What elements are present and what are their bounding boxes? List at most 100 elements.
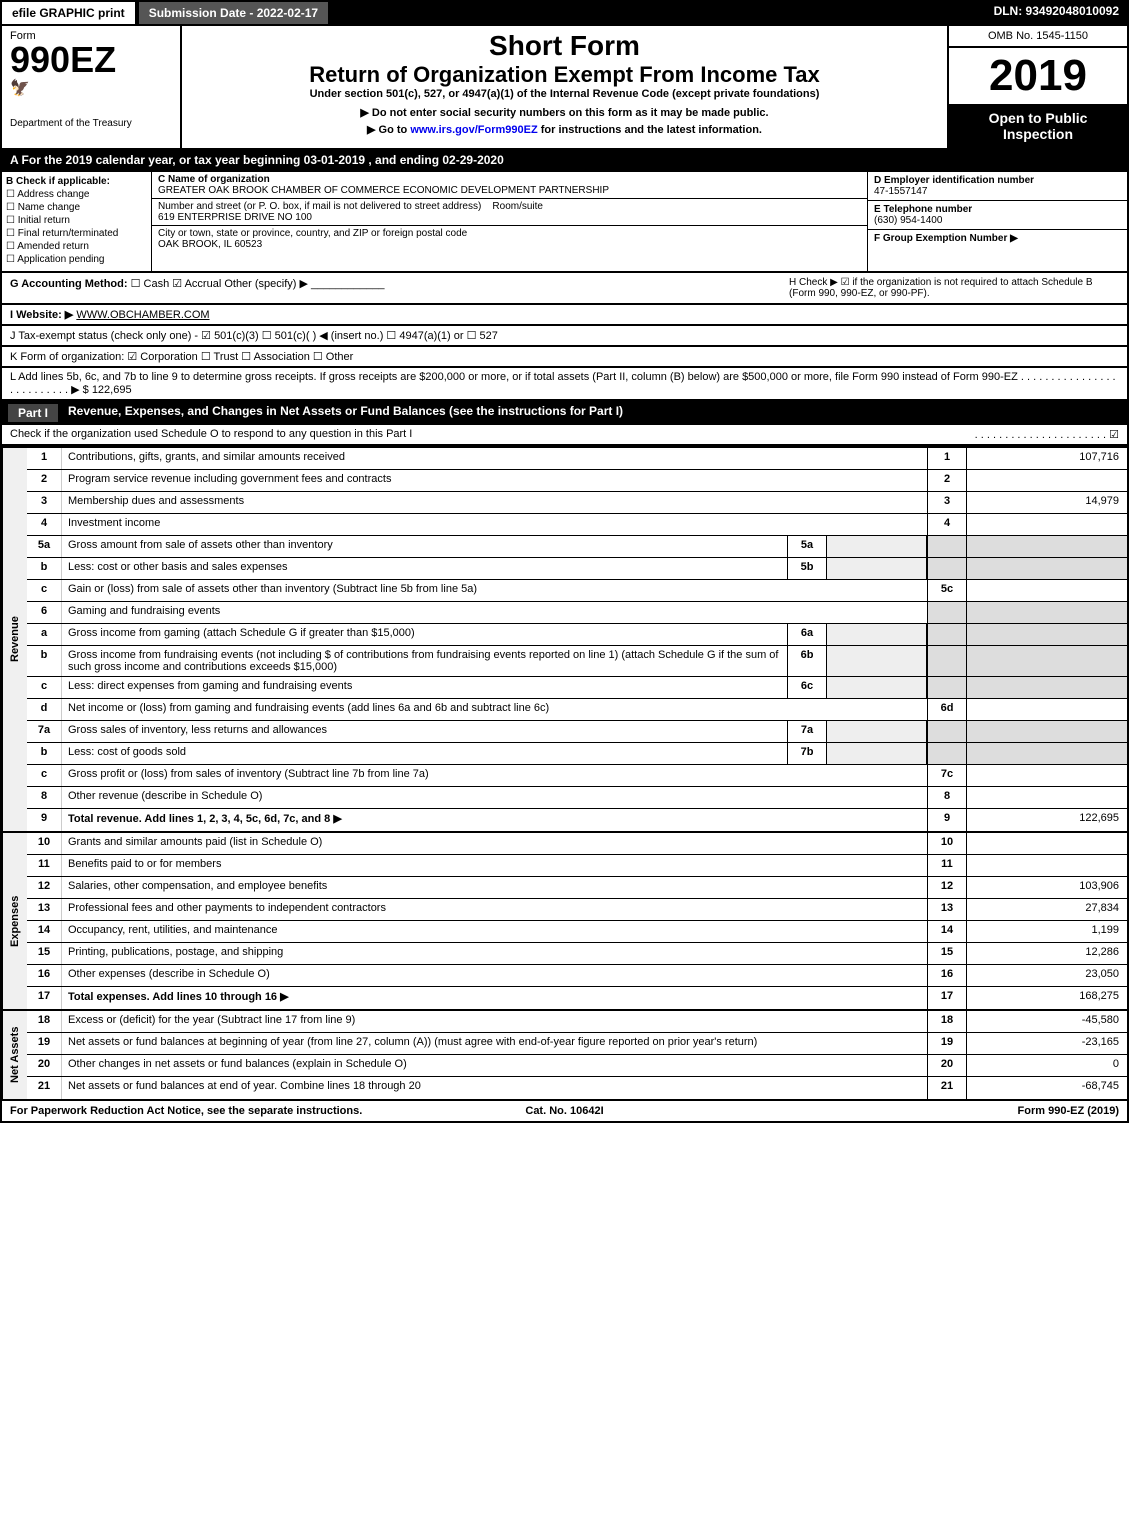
line-number: d — [27, 699, 62, 720]
line-value: 0 — [967, 1055, 1127, 1076]
line-col-num: 1 — [927, 448, 967, 469]
netassets-section: Net Assets 18Excess or (deficit) for the… — [0, 1011, 1129, 1101]
line-mid-num: 5a — [787, 536, 827, 557]
line-row: 16Other expenses (describe in Schedule O… — [27, 965, 1127, 987]
line-desc: Occupancy, rent, utilities, and maintena… — [62, 921, 927, 942]
line-l-row: L Add lines 5b, 6c, and 7b to line 9 to … — [0, 368, 1129, 401]
line-row: dNet income or (loss) from gaming and fu… — [27, 699, 1127, 721]
b-label: B Check if applicable: — [6, 176, 110, 187]
line-row: cGain or (loss) from sale of assets othe… — [27, 580, 1127, 602]
part1-check-note: Check if the organization used Schedule … — [10, 428, 412, 440]
chk-accrual[interactable]: Accrual — [172, 278, 221, 290]
line-desc: Investment income — [62, 514, 927, 535]
h-text1: H Check ▶ ☑ if the organization is not r… — [789, 277, 1119, 288]
line-row: 1Contributions, gifts, grants, and simil… — [27, 448, 1127, 470]
form-org-row: K Form of organization: ☑ Corporation ☐ … — [0, 347, 1129, 368]
line-number: b — [27, 646, 62, 676]
line-row: 8Other revenue (describe in Schedule O)8 — [27, 787, 1127, 809]
section-g-h: G Accounting Method: Cash Accrual Other … — [0, 273, 1129, 305]
header: Form 990EZ 🦅 Department of the Treasury … — [0, 26, 1129, 150]
part1-checkbox[interactable]: ☑ — [1109, 429, 1119, 441]
line-row: bGross income from fundraising events (n… — [27, 646, 1127, 677]
line-row: 14Occupancy, rent, utilities, and mainte… — [27, 921, 1127, 943]
org-name: GREATER OAK BROOK CHAMBER OF COMMERCE EC… — [158, 185, 609, 196]
part1-check-row: Check if the organization used Schedule … — [0, 425, 1129, 446]
ein-cell: D Employer identification number 47-1557… — [868, 172, 1127, 201]
line-number: 13 — [27, 899, 62, 920]
chk-pending[interactable]: ☐ Application pending — [6, 254, 147, 265]
line-row: 7aGross sales of inventory, less returns… — [27, 721, 1127, 743]
header-left: Form 990EZ 🦅 Department of the Treasury — [2, 26, 182, 148]
line-mid-val — [827, 558, 927, 579]
line-desc: Gross amount from sale of assets other t… — [62, 536, 787, 557]
header-center: Short Form Return of Organization Exempt… — [182, 26, 947, 148]
phone-cell: E Telephone number (630) 954-1400 — [868, 201, 1127, 230]
line-number: 5a — [27, 536, 62, 557]
chk-cash[interactable]: Cash — [131, 278, 170, 290]
line-col-num — [927, 646, 967, 676]
line-desc: Printing, publications, postage, and shi… — [62, 943, 927, 964]
accounting-method: G Accounting Method: Cash Accrual Other … — [10, 277, 789, 299]
line-number: a — [27, 624, 62, 645]
part1-title: Revenue, Expenses, and Changes in Net As… — [68, 404, 623, 422]
efile-print-label[interactable]: efile GRAPHIC print — [0, 0, 137, 26]
line-mid-val — [827, 677, 927, 698]
chk-address[interactable]: ☐ Address change — [6, 189, 147, 200]
line-l-text: L Add lines 5b, 6c, and 7b to line 9 to … — [10, 371, 1018, 383]
line-col-num — [927, 721, 967, 742]
line-value: -45,580 — [967, 1011, 1127, 1032]
topbar: efile GRAPHIC print Submission Date - 20… — [0, 0, 1129, 26]
chk-final[interactable]: ☐ Final return/terminated — [6, 228, 147, 239]
line-desc: Net assets or fund balances at beginning… — [62, 1033, 927, 1054]
street-label: Number and street (or P. O. box, if mail… — [158, 201, 481, 212]
ssn-note: ▶ Do not enter social security numbers o… — [192, 106, 937, 119]
other-specify: Other (specify) ▶ — [224, 278, 308, 290]
line-number: 9 — [27, 809, 62, 831]
line-row: 11Benefits paid to or for members11 — [27, 855, 1127, 877]
room-label: Room/suite — [492, 201, 543, 212]
website-value[interactable]: WWW.OBCHAMBER.COM — [76, 309, 209, 321]
submission-date: Submission Date - 2022-02-17 — [137, 0, 330, 26]
expenses-table: 10Grants and similar amounts paid (list … — [27, 833, 1127, 1009]
line-number: 18 — [27, 1011, 62, 1032]
chk-name[interactable]: ☐ Name change — [6, 202, 147, 213]
line-mid-val — [827, 624, 927, 645]
d-label: D Employer identification number — [874, 175, 1034, 186]
f-label: F Group Exemption Number ▶ — [874, 233, 1018, 244]
revenue-table: 1Contributions, gifts, grants, and simil… — [27, 448, 1127, 831]
line-mid-num: 5b — [787, 558, 827, 579]
group-exemption-cell: F Group Exemption Number ▶ — [868, 230, 1127, 247]
line-col-num: 9 — [927, 809, 967, 831]
section-b-checks: B Check if applicable: ☐ Address change … — [2, 172, 152, 271]
line-row: 17Total expenses. Add lines 10 through 1… — [27, 987, 1127, 1009]
line-row: 12Salaries, other compensation, and empl… — [27, 877, 1127, 899]
line-row: 19Net assets or fund balances at beginni… — [27, 1033, 1127, 1055]
line-col-num — [927, 624, 967, 645]
line-number: 3 — [27, 492, 62, 513]
line-value: 12,286 — [967, 943, 1127, 964]
line-mid-num: 7a — [787, 721, 827, 742]
line-desc: Gross sales of inventory, less returns a… — [62, 721, 787, 742]
chk-amended[interactable]: ☐ Amended return — [6, 241, 147, 252]
website-note: ▶ Go to www.irs.gov/Form990EZ for instru… — [192, 123, 937, 136]
chk-initial[interactable]: ☐ Initial return — [6, 215, 147, 226]
netassets-table: 18Excess or (deficit) for the year (Subt… — [27, 1011, 1127, 1099]
line-row: 5aGross amount from sale of assets other… — [27, 536, 1127, 558]
part1-label: Part I — [8, 404, 58, 422]
line-col-num: 14 — [927, 921, 967, 942]
phone: (630) 954-1400 — [874, 215, 942, 226]
expenses-side-label: Expenses — [2, 833, 27, 1009]
line-row: 15Printing, publications, postage, and s… — [27, 943, 1127, 965]
irs-link[interactable]: www.irs.gov/Form990EZ — [410, 124, 537, 136]
form-number: 990EZ — [10, 42, 172, 78]
department: Department of the Treasury — [10, 118, 172, 129]
line-value — [967, 833, 1127, 854]
line-value: 107,716 — [967, 448, 1127, 469]
line-row: 13Professional fees and other payments t… — [27, 899, 1127, 921]
line-desc: Total expenses. Add lines 10 through 16 … — [62, 987, 927, 1009]
line-value — [967, 602, 1127, 623]
line-row: 3Membership dues and assessments314,979 — [27, 492, 1127, 514]
footer-left: For Paperwork Reduction Act Notice, see … — [10, 1105, 380, 1117]
line-value — [967, 646, 1127, 676]
section-c: C Name of organization GREATER OAK BROOK… — [152, 172, 867, 271]
